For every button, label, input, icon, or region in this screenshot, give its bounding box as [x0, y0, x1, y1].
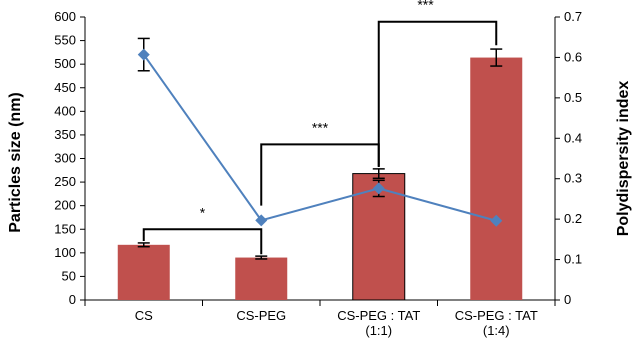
y-tick-label-left: 50	[62, 268, 76, 283]
y-tick-label-left: 150	[54, 221, 76, 236]
y-tick-label-right: 0.2	[564, 211, 582, 226]
pdi-point	[372, 182, 385, 195]
significance-label: ***	[417, 0, 434, 13]
x-tick-label: (1:4)	[483, 323, 510, 338]
y-tick-label-left: 600	[54, 9, 76, 24]
y-tick-label-left: 400	[54, 103, 76, 118]
y-tick-label-right: 0	[564, 292, 571, 307]
x-tick-label: CS-PEG : TAT	[337, 308, 420, 323]
y-axis-title-right: Polydispersity index	[615, 81, 632, 237]
bar	[117, 244, 170, 300]
y-tick-label-left: 350	[54, 127, 76, 142]
y-tick-label-left: 300	[54, 151, 76, 166]
pdi-line	[142, 54, 497, 222]
y-tick-label-right: 0.1	[564, 252, 582, 267]
significance-bracket	[377, 20, 498, 167]
pdi-point	[137, 48, 150, 61]
y-tick-label-left: 550	[54, 33, 76, 48]
x-tick-label: CS	[135, 308, 153, 323]
y-tick-label-right: 0.6	[564, 49, 582, 64]
y-tick-label-left: 450	[54, 80, 76, 95]
y-axis-title-left: Particles size (nm)	[7, 92, 24, 233]
y-tick-label-left: 500	[54, 56, 76, 71]
plot-area: 0 50 100 150 200 250 300 350 400 450 500 550 600 0 0.1…	[54, 0, 582, 338]
y-tick-label-left: 200	[54, 198, 76, 213]
y-tick-label-left: 0	[69, 292, 76, 307]
y-tick-label-left: 100	[54, 245, 76, 260]
x-tick-label: CS-PEG : TAT	[455, 308, 538, 323]
y-tick-label-right: 0.5	[564, 90, 582, 105]
significance-bracket	[142, 228, 263, 255]
bar	[235, 257, 288, 300]
x-tick-label: (1:1)	[365, 323, 392, 338]
y-tick-label-right: 0.4	[564, 130, 582, 145]
y-tick-label-right: 0.3	[564, 171, 582, 186]
y-tick-label-left: 250	[54, 174, 76, 189]
bar	[470, 57, 523, 301]
pdi-point	[490, 214, 503, 227]
significance-label: ***	[312, 119, 329, 135]
y-tick-label-right: 0.7	[564, 9, 582, 24]
pdi-point	[255, 214, 268, 227]
significance-label: *	[200, 204, 206, 220]
x-tick-label: CS-PEG	[236, 308, 286, 323]
